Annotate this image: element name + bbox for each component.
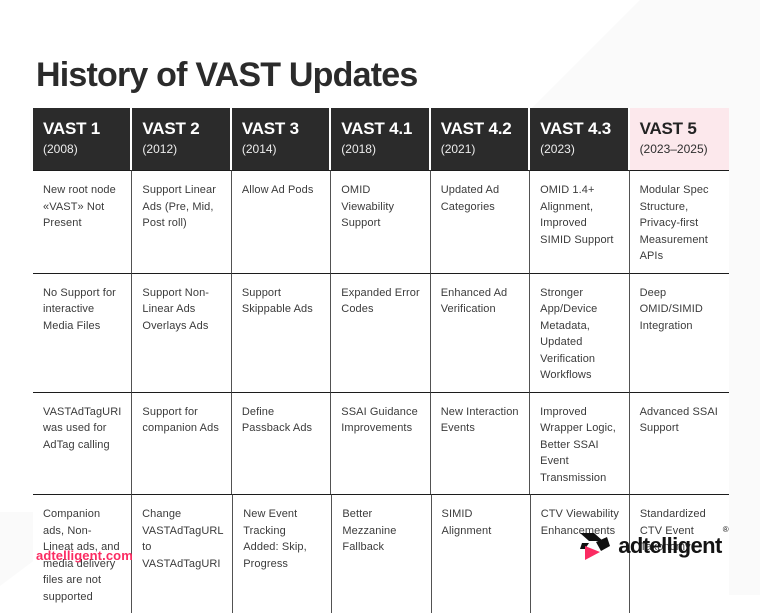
vast-history-table: VAST 1 (2008) VAST 2 (2012) VAST 3 (2014… [33,108,729,613]
adtelligent-logo-icon [577,530,615,566]
table-cell: Better Mezzanine Fallback [332,494,432,613]
table-cell: New Event Tracking Added: Skip, Progress [233,494,333,613]
version-label: VAST 3 [241,119,299,138]
page-title: History of VAST Updates [36,55,418,94]
table-cell: OMID Viewability Support [331,170,431,273]
table-cell: Improved Wrapper Logic, Better SSAI Even… [530,391,630,494]
year-label: (2012) [142,142,178,156]
table-cell: Companion ads, Non-Lineat ads, and media… [33,494,133,613]
table-cell: Enhanced Ad Verification [430,272,531,392]
table-cell: Support Linear Ads (Pre, Mid, Post roll) [132,170,232,273]
version-label: VAST 5 [639,119,697,138]
table-cell: OMID 1.4+ Alignment, Improved SIMID Supp… [530,170,630,273]
table-cell: CTV Viewability Enhancements [530,494,630,613]
year-label: (2023–2025) [639,142,708,156]
table-header-row: VAST 1 (2008) VAST 2 (2012) VAST 3 (2014… [33,108,729,170]
year-label: (2021) [440,142,476,156]
adtelligent-website-link[interactable]: adtelligent.com [36,548,133,563]
table-row: No Support for interactive Media Files S… [33,272,729,392]
table-row: Companion ads, Non-Lineat ads, and media… [33,494,729,613]
table-row: VASTAdTagURI was used for AdTag calling … [33,391,729,494]
column-header-vast1: VAST 1 (2008) [33,108,133,170]
table-cell: Modular Spec Structure, Privacy-first Me… [629,170,729,273]
table-cell: Change VASTAdTagURL to VASTAdTagURI [132,494,234,613]
table-cell: Support Non-Linear Ads Overlays Ads [132,272,232,392]
version-label: VAST 4.1 [341,119,413,138]
table-cell: Support Skippable Ads [231,272,332,392]
version-label: VAST 4.3 [540,119,611,138]
table-cell: Updated Ad Categories [430,170,531,273]
table-cell: New Interaction Events [430,391,531,494]
year-label: (2014) [241,142,277,156]
table-cell: Allow Ad Pods [231,170,332,273]
page: History of VAST Updates VAST 1 (2008) VA… [33,55,729,613]
table-cell: VASTAdTagURI was used for AdTag calling [33,391,133,494]
adtelligent-logo[interactable]: adtelligent® [577,525,729,569]
table-cell: New root node «VAST» Not Present [33,170,133,273]
table-cell: No Support for interactive Media Files [33,272,133,392]
version-label: VAST 2 [142,119,200,138]
column-header-vast2: VAST 2 (2012) [132,108,232,170]
column-header-vast5: VAST 5 (2023–2025) [629,108,729,170]
table-cell: Deep OMID/SIMID Integration [629,272,729,392]
year-label: (2023) [540,142,575,156]
table-cell: SSAI Guidance Improvements [331,391,431,494]
version-label: VAST 4.2 [440,119,512,138]
column-header-vast4-3: VAST 4.3 (2023) [530,108,630,170]
column-header-vast3: VAST 3 (2014) [231,108,332,170]
table-row: New root node «VAST» Not Present Support… [33,170,729,273]
adtelligent-wordmark: adtelligent® [618,525,728,558]
table-cell: Advanced SSAI Support [629,391,729,494]
version-label: VAST 1 [43,119,101,138]
table-cell: Support for companion Ads [132,391,232,494]
year-label: (2008) [43,142,78,156]
table-cell: Stronger App/Device Metadata, Updated Ve… [530,272,630,392]
column-header-vast4-2: VAST 4.2 (2021) [430,108,531,170]
table-cell: Define Passback Ads [231,391,332,494]
column-header-vast4-1: VAST 4.1 (2018) [331,108,431,170]
registered-trademark-symbol: ® [722,525,729,534]
year-label: (2018) [341,142,376,156]
table-cell: Expanded Error Codes [331,272,431,392]
table-cell: Standardized CTV Event Taxonomy [629,494,729,613]
table-cell: SIMID Alignment [431,494,531,613]
